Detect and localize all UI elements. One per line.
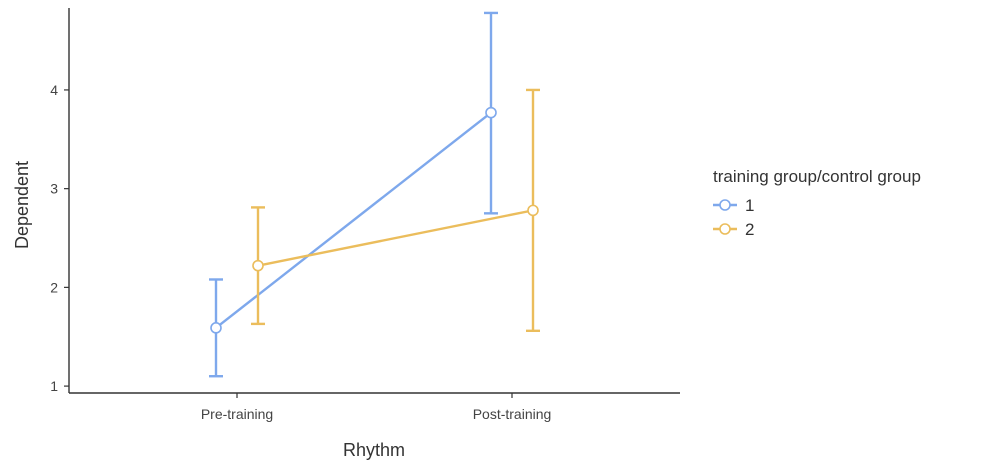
y-axis-title: Dependent — [12, 161, 32, 249]
legend-key-point — [719, 199, 731, 211]
data-point — [485, 106, 497, 119]
y-ticks: 1 2 3 4 — [50, 82, 69, 394]
y-tick-label: 4 — [50, 82, 58, 98]
legend-title: training group/control group — [713, 167, 921, 186]
y-tick-label: 2 — [50, 279, 58, 295]
legend: training group/control group 12 — [713, 167, 921, 239]
axes — [68, 8, 680, 394]
legend-items: 12 — [713, 196, 754, 239]
series — [209, 11, 540, 378]
x-tick-label: Post-training — [473, 406, 552, 422]
legend-label: 1 — [745, 196, 754, 215]
legend-key-point — [719, 223, 731, 235]
data-point — [210, 322, 222, 334]
x-ticks: Pre-training Post-training — [201, 393, 551, 422]
data-point — [527, 204, 539, 217]
data-point — [252, 259, 264, 272]
x-axis-title: Rhythm — [343, 440, 405, 460]
series-1 — [209, 11, 498, 378]
y-tick-label: 1 — [50, 378, 58, 394]
y-tick-label: 3 — [50, 181, 58, 197]
x-tick-label: Pre-training — [201, 406, 273, 422]
legend-label: 2 — [745, 220, 754, 239]
series-2 — [251, 88, 540, 333]
series-line — [257, 209, 534, 267]
series-line — [215, 111, 492, 329]
